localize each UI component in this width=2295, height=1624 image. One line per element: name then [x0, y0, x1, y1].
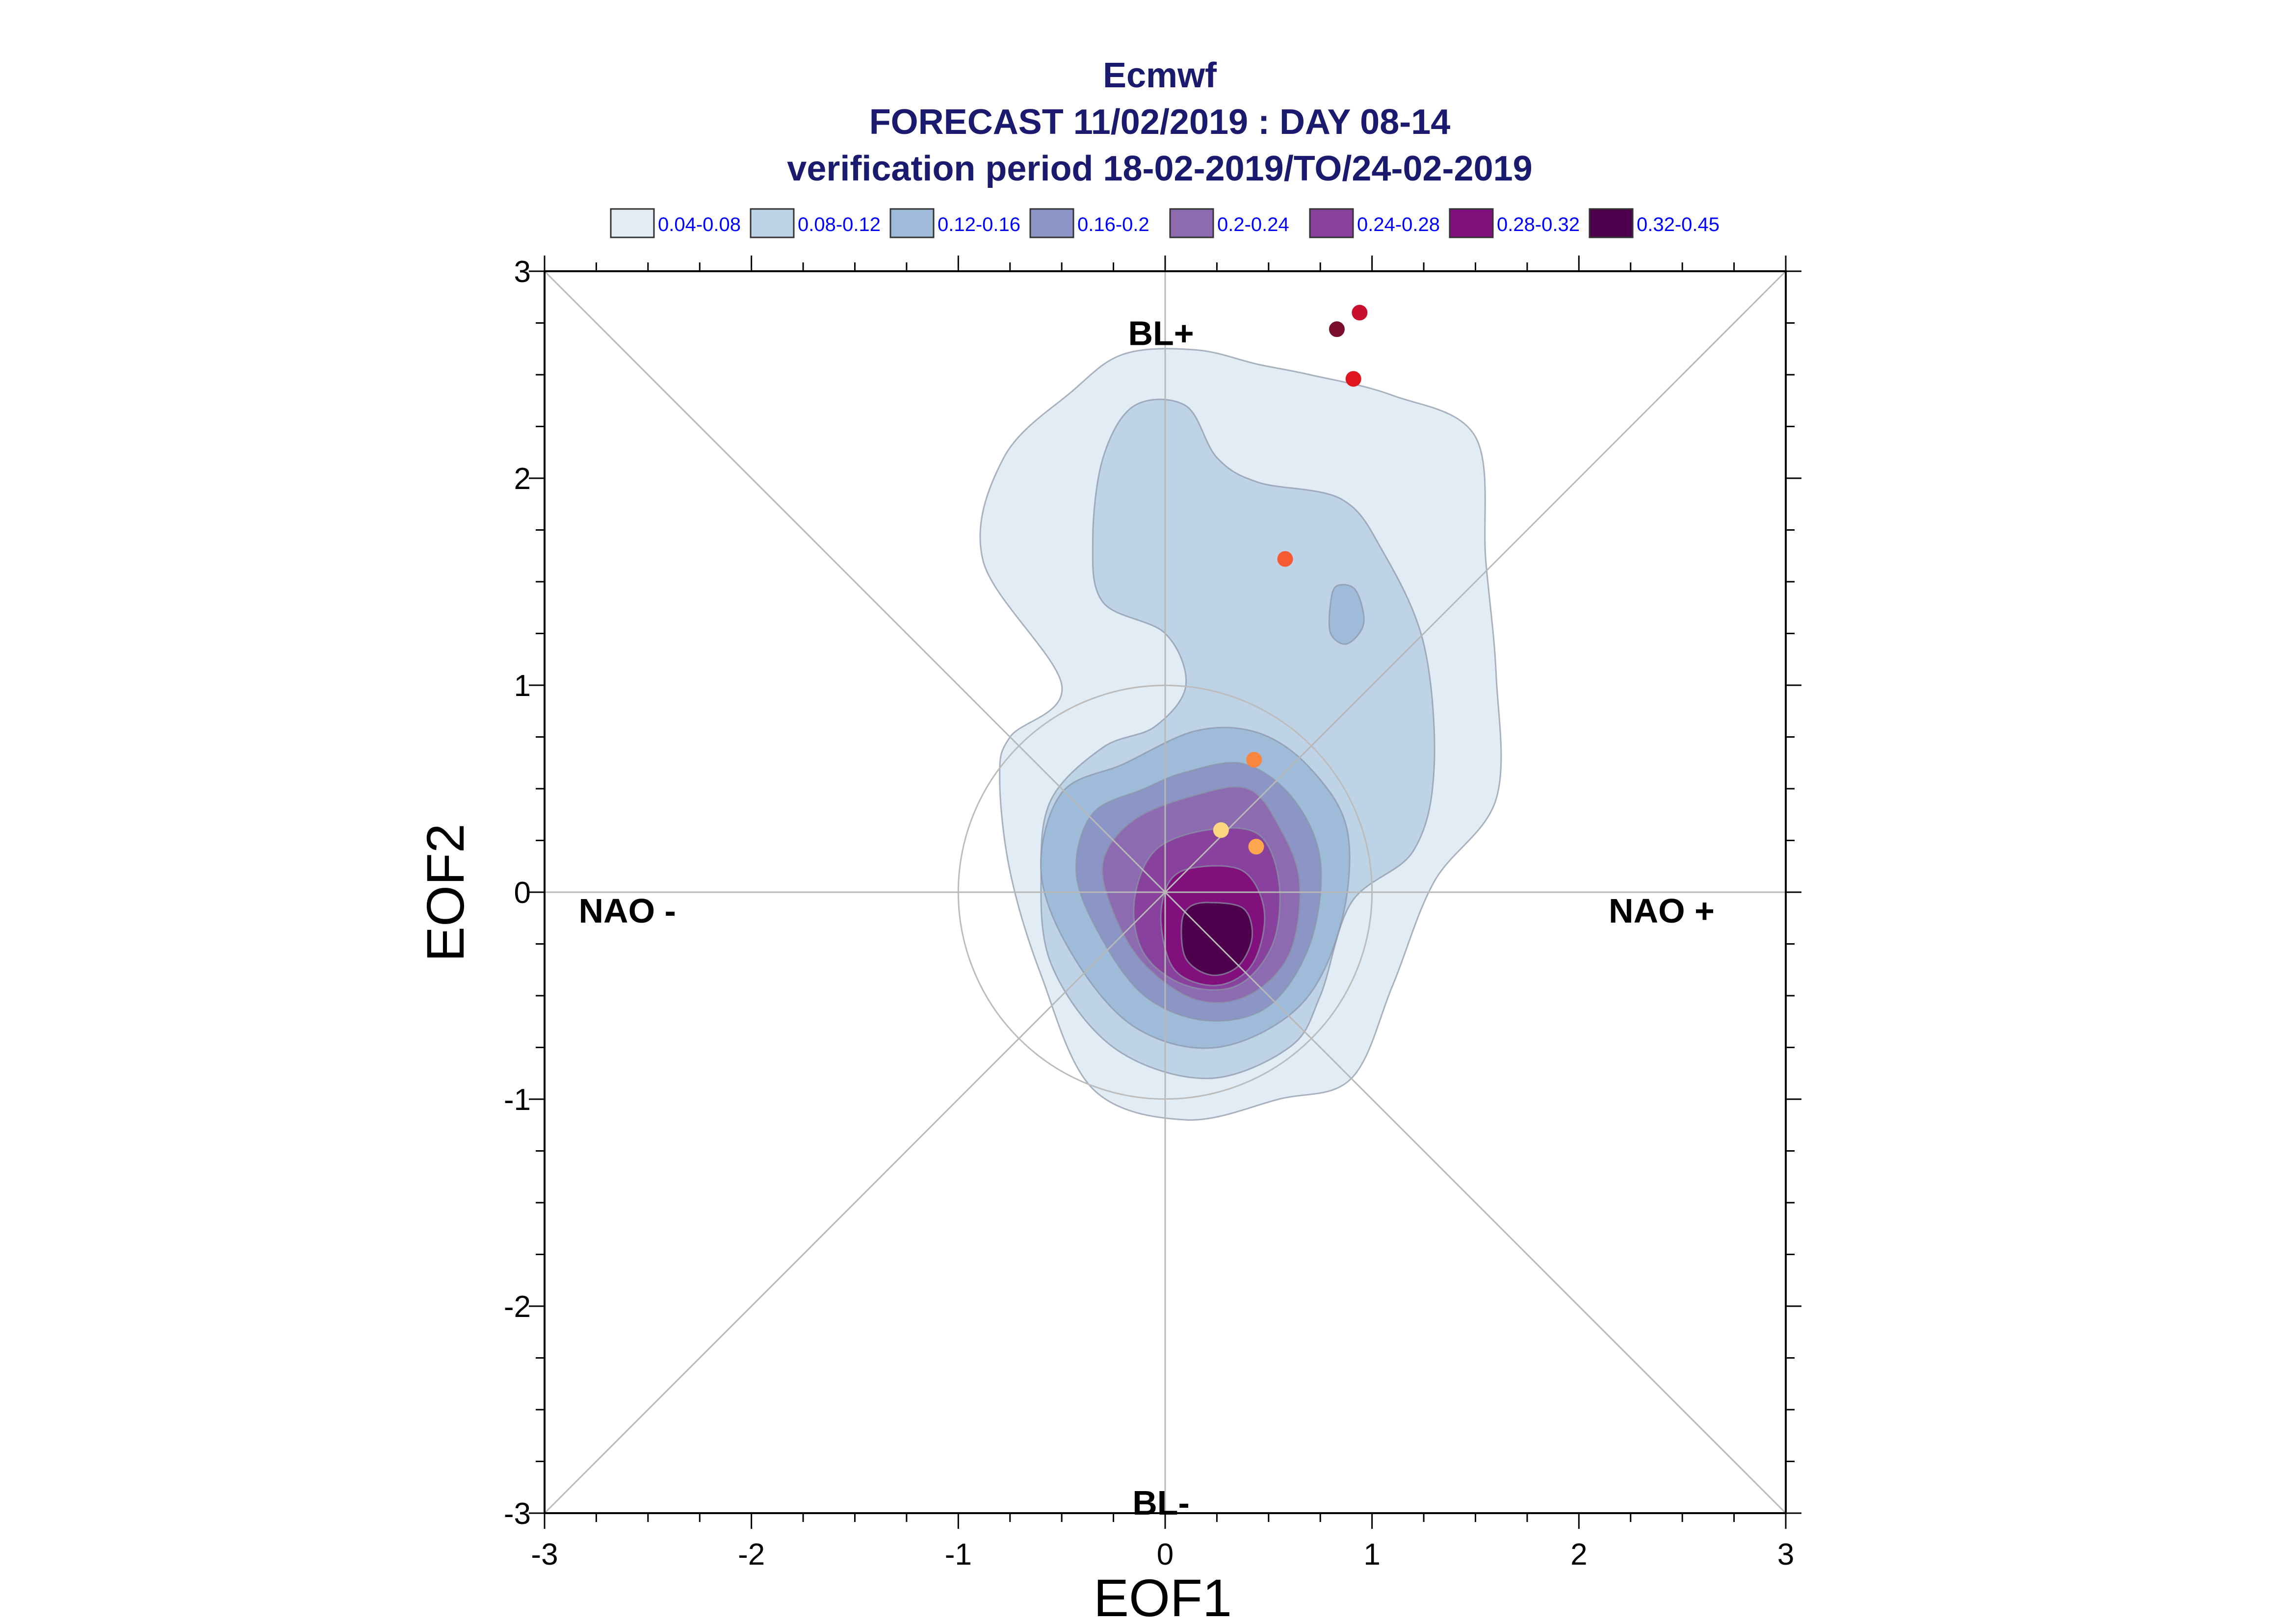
chart-title-line-3: verification period 18-02-2019/TO/24-02-… [787, 149, 1532, 188]
data-point [1213, 822, 1229, 838]
y-tick-label: 3 [514, 255, 531, 289]
data-point [1345, 371, 1361, 387]
y-tick-label: 1 [514, 669, 531, 703]
legend-label: 0.08-0.12 [798, 214, 881, 235]
legend-swatch [1589, 208, 1634, 238]
density-contour [1328, 584, 1365, 645]
legend-swatch [889, 208, 935, 238]
regime-label: NAO - [579, 892, 676, 930]
legend-label: 0.16-0.2 [1077, 214, 1149, 235]
x-tick-label: -2 [738, 1538, 765, 1572]
y-tick-label: 2 [514, 462, 531, 496]
legend-swatch [1169, 208, 1214, 238]
reference-circle [957, 684, 1373, 1100]
legend-swatch [1029, 208, 1074, 238]
data-point [1352, 305, 1368, 321]
x-tick-label: 0 [1157, 1538, 1174, 1572]
chart-title-line-2: FORECAST 11/02/2019 : DAY 08-14 [869, 103, 1451, 142]
x-axis-label: EOF1 [1094, 1568, 1232, 1624]
regime-label: BL+ [1128, 314, 1194, 353]
plot-area: -3 -2 -1 0 1 2 3 -3 -2 -1 0 1 2 3 BL+ BL- NAO - NAO + [504, 255, 1801, 1572]
x-tick-label: 1 [1363, 1538, 1380, 1572]
data-point [1277, 551, 1293, 567]
y-tick-label: -1 [504, 1083, 531, 1117]
chart-title: Ecmwf FORECAST 11/02/2019 : DAY 08-14 ve… [787, 56, 1532, 188]
legend-label: 0.32-0.45 [1637, 214, 1720, 235]
legend-label: 0.28-0.32 [1497, 214, 1580, 235]
data-point [1248, 839, 1264, 855]
legend-label: 0.24-0.28 [1357, 214, 1440, 235]
legend-label: 0.12-0.16 [938, 214, 1020, 235]
legend-swatch [1449, 208, 1494, 238]
y-tick-label: 0 [514, 876, 531, 910]
legend-label: 0.04-0.08 [658, 214, 741, 235]
legend-swatch [750, 208, 795, 238]
x-tick-label: 3 [1777, 1538, 1794, 1572]
y-tick-label: -3 [504, 1497, 531, 1531]
legend-swatch [610, 208, 655, 238]
x-tick-label: 2 [1570, 1538, 1587, 1572]
legend: 0.04-0.08 0.08-0.12 0.12-0.16 0.16-0.2 0.2-0… [610, 208, 1720, 238]
chart-title-line-1: Ecmwf [1103, 56, 1217, 95]
x-tick-label: -3 [531, 1538, 558, 1572]
x-tick-label: -1 [945, 1538, 972, 1572]
regime-label: BL- [1132, 1484, 1190, 1522]
regime-label: NAO + [1609, 892, 1715, 930]
y-tick-label: -2 [504, 1290, 531, 1324]
legend-label: 0.2-0.24 [1217, 214, 1289, 235]
data-point [1246, 751, 1262, 768]
y-axis-label: EOF2 [416, 824, 475, 962]
legend-swatch [1309, 208, 1354, 238]
data-point [1329, 321, 1345, 337]
